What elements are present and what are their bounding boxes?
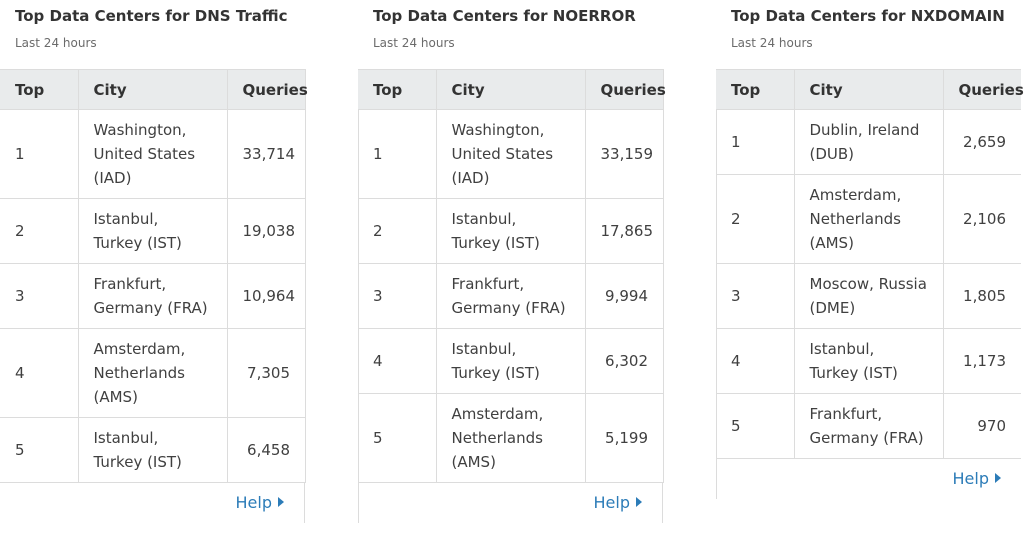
caret-right-icon — [636, 497, 642, 507]
rank-cell: 1 — [358, 109, 436, 199]
rank-cell: 5 — [358, 393, 436, 483]
city-cell: Amsterdam, Netherlands (AMS) — [77, 328, 228, 418]
city-cell: Frankfurt, Germany (FRA) — [793, 393, 944, 459]
city-cell: Dublin, Ireland (DUB) — [793, 109, 944, 175]
help-label: Help — [952, 469, 989, 488]
queries-cell: 33,159 — [585, 109, 663, 199]
rank-cell: 3 — [716, 263, 794, 329]
table-row: 1 Dublin, Ireland (DUB) 2,659 — [716, 109, 1021, 175]
data-table: Top City Queries 1 Washington, United St… — [0, 69, 308, 483]
panel-footer: Help — [0, 483, 305, 523]
rank-cell: 4 — [0, 328, 78, 418]
table-row: 1 Washington, United States (IAD) 33,159 — [358, 109, 663, 199]
rank-cell: 3 — [0, 263, 78, 329]
data-table-container: Top City Queries 1 Washington, United St… — [358, 69, 666, 483]
table-row: 5 Amsterdam, Netherlands (AMS) 5,199 — [358, 393, 663, 483]
panel-footer: Help — [716, 459, 1021, 499]
rank-cell: 4 — [358, 328, 436, 394]
queries-cell: 2,659 — [943, 109, 1021, 175]
help-link[interactable]: Help — [236, 493, 284, 512]
panel-subtitle: Last 24 hours — [731, 36, 813, 50]
city-cell: Washington, United States (IAD) — [435, 109, 586, 199]
table-row: 3 Frankfurt, Germany (FRA) 9,994 — [358, 263, 663, 329]
table-row: 4 Amsterdam, Netherlands (AMS) 7,305 — [0, 328, 305, 418]
city-cell: Frankfurt, Germany (FRA) — [77, 263, 228, 329]
table-row: 2 Istanbul, Turkey (IST) 19,038 — [0, 198, 305, 264]
data-table-container: Top City Queries 1 Washington, United St… — [0, 69, 308, 483]
rank-cell: 5 — [0, 417, 78, 483]
table-row: 5 Frankfurt, Germany (FRA) 970 — [716, 393, 1021, 459]
column-header-city[interactable]: City — [77, 69, 228, 110]
column-header-queries[interactable]: Queries — [227, 69, 308, 110]
city-cell: Washington, United States (IAD) — [77, 109, 228, 199]
rank-cell: 1 — [0, 109, 78, 199]
help-label: Help — [235, 493, 272, 512]
rank-cell: 1 — [716, 109, 794, 175]
help-link[interactable]: Help — [594, 493, 642, 512]
table-row: 3 Frankfurt, Germany (FRA) 10,964 — [0, 263, 305, 329]
rank-cell: 2 — [0, 198, 78, 264]
queries-cell: 10,964 — [227, 263, 305, 329]
city-cell: Amsterdam, Netherlands (AMS) — [793, 174, 944, 264]
table-row: 4 Istanbul, Turkey (IST) 1,173 — [716, 328, 1021, 394]
table-row: 2 Istanbul, Turkey (IST) 17,865 — [358, 198, 663, 264]
queries-cell: 7,305 — [227, 328, 305, 418]
panel-subtitle: Last 24 hours — [15, 36, 97, 50]
column-header-top[interactable]: Top — [0, 69, 78, 110]
city-cell: Frankfurt, Germany (FRA) — [435, 263, 586, 329]
panel-title: Top Data Centers for NXDOMAIN — [731, 7, 1005, 25]
queries-cell: 19,038 — [227, 198, 305, 264]
table-header-row: Top City Queries — [0, 69, 308, 110]
queries-cell: 33,714 — [227, 109, 305, 199]
help-link[interactable]: Help — [953, 469, 1001, 488]
column-header-city[interactable]: City — [435, 69, 586, 110]
column-header-city[interactable]: City — [793, 69, 944, 110]
rank-cell: 5 — [716, 393, 794, 459]
data-table-container: Top City Queries 1 Dublin, Ireland (DUB)… — [716, 69, 1024, 459]
column-header-top[interactable]: Top — [358, 69, 436, 110]
table-row: 1 Washington, United States (IAD) 33,714 — [0, 109, 305, 199]
queries-cell: 2,106 — [943, 174, 1021, 264]
table-header-row: Top City Queries — [716, 69, 1024, 110]
city-cell: Istanbul, Turkey (IST) — [77, 417, 228, 483]
queries-cell: 6,458 — [227, 417, 305, 483]
table-header-row: Top City Queries — [358, 69, 666, 110]
table-row: 3 Moscow, Russia (DME) 1,805 — [716, 263, 1021, 329]
queries-cell: 1,173 — [943, 328, 1021, 394]
column-header-top[interactable]: Top — [716, 69, 794, 110]
queries-cell: 17,865 — [585, 198, 663, 264]
queries-cell: 970 — [943, 393, 1021, 459]
city-cell: Istanbul, Turkey (IST) — [435, 198, 586, 264]
caret-right-icon — [995, 473, 1001, 483]
rank-cell: 2 — [358, 198, 436, 264]
queries-cell: 5,199 — [585, 393, 663, 483]
rank-cell: 4 — [716, 328, 794, 394]
data-table: Top City Queries 1 Washington, United St… — [358, 69, 666, 483]
city-cell: Moscow, Russia (DME) — [793, 263, 944, 329]
data-table: Top City Queries 1 Dublin, Ireland (DUB)… — [716, 69, 1024, 459]
rank-cell: 2 — [716, 174, 794, 264]
column-header-queries[interactable]: Queries — [585, 69, 666, 110]
table-row: 2 Amsterdam, Netherlands (AMS) 2,106 — [716, 174, 1021, 264]
city-cell: Istanbul, Turkey (IST) — [77, 198, 228, 264]
help-label: Help — [593, 493, 630, 512]
city-cell: Istanbul, Turkey (IST) — [793, 328, 944, 394]
table-row: 4 Istanbul, Turkey (IST) 6,302 — [358, 328, 663, 394]
queries-cell: 9,994 — [585, 263, 663, 329]
table-row: 5 Istanbul, Turkey (IST) 6,458 — [0, 417, 305, 483]
column-header-queries[interactable]: Queries — [943, 69, 1024, 110]
city-cell: Istanbul, Turkey (IST) — [435, 328, 586, 394]
caret-right-icon — [278, 497, 284, 507]
panel-footer: Help — [358, 483, 663, 523]
panel-subtitle: Last 24 hours — [373, 36, 455, 50]
panel-title: Top Data Centers for NOERROR — [373, 7, 636, 25]
rank-cell: 3 — [358, 263, 436, 329]
panel-title: Top Data Centers for DNS Traffic — [15, 7, 288, 25]
city-cell: Amsterdam, Netherlands (AMS) — [435, 393, 586, 483]
queries-cell: 1,805 — [943, 263, 1021, 329]
queries-cell: 6,302 — [585, 328, 663, 394]
